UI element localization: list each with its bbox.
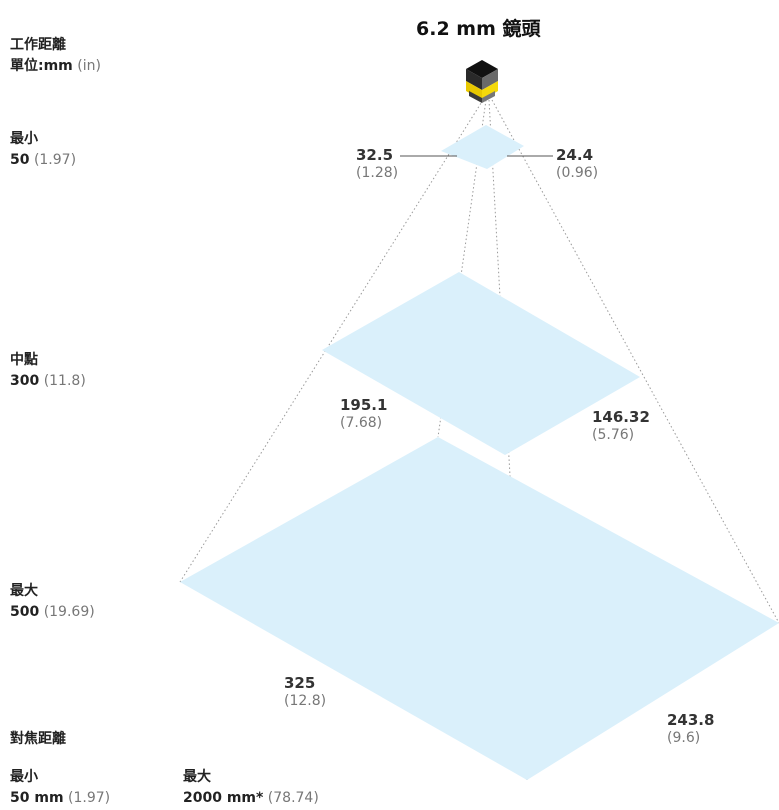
focus-distance-title: 對焦距離 <box>10 731 66 747</box>
camera-icon <box>466 60 498 103</box>
level-max-label: 最大 <box>10 583 38 599</box>
dim-max-width: 325 (12.8) <box>284 674 326 710</box>
field-min <box>441 125 524 169</box>
level-max-value: 500 <box>10 604 40 620</box>
dim-mid-height-alt: (5.76) <box>592 426 635 443</box>
field-max <box>180 437 779 780</box>
level-mid-value: 300 <box>10 373 40 389</box>
dim-min-width-value: 32.5 <box>356 146 394 164</box>
unit-label: 單位:mm <box>10 58 73 74</box>
dim-mid-height-value: 146.32 <box>592 408 650 426</box>
level-mid-value-row: 300 (11.8) <box>10 373 86 391</box>
working-distance-title: 工作距離 <box>10 37 66 53</box>
dim-mid-height: 146.32 (5.76) <box>592 408 650 444</box>
dim-min-width-alt: (1.28) <box>356 164 399 181</box>
level-mid-alt: (11.8) <box>43 373 86 389</box>
focus-max-row: 2000 mm* (78.74) <box>183 790 319 808</box>
unit-row: 單位:mm (in) <box>10 58 101 76</box>
focus-min-alt: (1.97) <box>68 790 111 806</box>
level-max-value-row: 500 (19.69) <box>10 604 95 622</box>
dim-min-width: 32.5 (1.28) <box>356 146 398 182</box>
level-min-value-row: 50 (1.97) <box>10 152 76 170</box>
level-min-alt: (1.97) <box>33 152 77 168</box>
level-mid-label: 中點 <box>10 352 38 368</box>
dim-max-height: 243.8 (9.6) <box>667 711 714 747</box>
dim-mid-width-alt: (7.68) <box>340 414 383 431</box>
dim-min-height-value: 24.4 <box>556 146 594 164</box>
focus-min-label: 最小 <box>10 769 38 785</box>
dim-mid-width: 195.1 (7.68) <box>340 396 387 432</box>
dim-max-height-value: 243.8 <box>667 711 715 729</box>
level-max-alt: (19.69) <box>43 604 95 620</box>
focus-min-row: 50 mm (1.97) <box>10 790 110 808</box>
level-min-value: 50 <box>10 152 30 168</box>
unit-alt: (in) <box>77 58 101 74</box>
dim-min-height: 24.4 (0.96) <box>556 146 598 182</box>
dim-max-width-alt: (12.8) <box>284 692 327 709</box>
field-mid <box>322 272 640 455</box>
dim-mid-width-value: 195.1 <box>340 396 388 414</box>
focus-max-value: 2000 mm* <box>183 790 264 806</box>
level-min-label: 最小 <box>10 131 38 147</box>
focus-max-label: 最大 <box>183 769 211 785</box>
focus-max-alt: (78.74) <box>267 790 319 806</box>
dim-max-width-value: 325 <box>284 674 316 692</box>
dim-max-height-alt: (9.6) <box>667 729 701 746</box>
dim-min-height-alt: (0.96) <box>556 164 599 181</box>
focus-min-value: 50 mm <box>10 790 64 806</box>
lens-title: 6.2 mm 鏡頭 <box>416 18 541 40</box>
